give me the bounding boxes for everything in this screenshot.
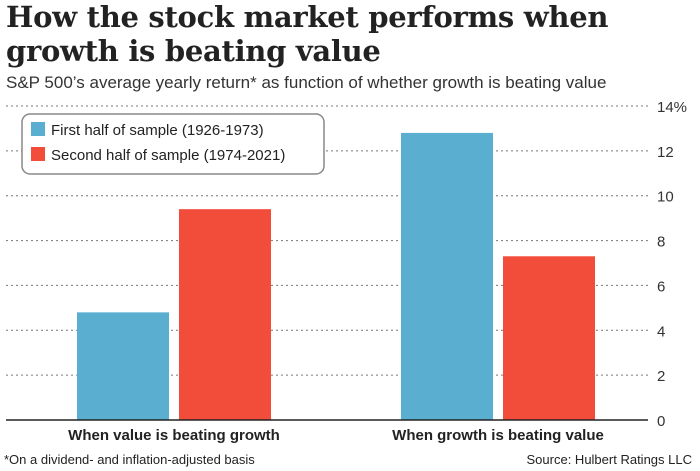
bar-first-half	[401, 132, 493, 420]
x-category-label: When value is beating growth	[68, 427, 280, 444]
y-tick-label: 12	[657, 144, 674, 161]
bar-first-half	[77, 312, 169, 420]
x-category-label: When growth is beating value	[392, 427, 604, 444]
y-tick-label: 6	[657, 278, 665, 295]
y-tick-label: 14%	[657, 99, 687, 116]
bar-second-half	[503, 256, 595, 420]
bar-second-half	[179, 209, 271, 420]
chart-subtitle: S&P 500’s average yearly return* as func…	[6, 73, 607, 92]
chart-title: How the stock market performs when growt…	[6, 0, 609, 68]
y-tick-label: 8	[657, 234, 665, 251]
legend-label: First half of sample (1926-1973)	[51, 122, 264, 139]
y-tick-label: 10	[657, 189, 674, 206]
legend-swatch	[31, 147, 45, 161]
source-note: Source: Hulbert Ratings LLC	[526, 452, 692, 467]
y-tick-label: 4	[657, 323, 665, 340]
legend-label: Second half of sample (1974-2021)	[51, 147, 285, 164]
legend-swatch	[31, 122, 45, 136]
legend-box	[21, 113, 325, 175]
y-tick-label: 0	[657, 413, 665, 430]
y-tick-label: 2	[657, 368, 665, 385]
footnote: *On a dividend- and inflation-adjusted b…	[4, 452, 255, 467]
